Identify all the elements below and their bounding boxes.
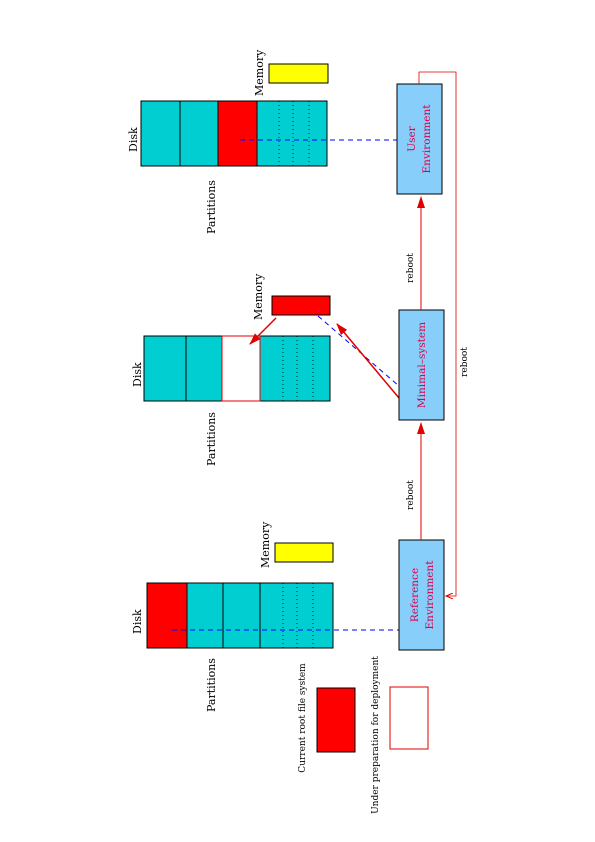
environment-box	[398, 309, 445, 421]
load-arrow	[336, 323, 400, 399]
reboot-loop-label: reboot	[460, 347, 470, 377]
environment-label-line1: Minimal–system	[416, 322, 428, 408]
disk-label: Disk	[127, 127, 140, 152]
legend-label-preparation: Under preparation for deployment	[371, 656, 381, 814]
disk	[146, 582, 334, 649]
partition-root-current	[217, 100, 258, 167]
environment-box	[396, 83, 443, 195]
partitions-label: Partitions	[205, 658, 218, 712]
environment-label-line1: Reference	[409, 568, 421, 622]
disk	[143, 335, 331, 402]
memory-block-active	[271, 295, 331, 316]
disk	[140, 100, 328, 167]
memory-label: Memory	[253, 49, 266, 96]
disk-label: Disk	[131, 609, 144, 634]
reboot-loop-arrow	[418, 71, 457, 596]
stage-user: Disk Partitions Memory User Environment	[127, 49, 443, 234]
stage-minimal: Disk Partitions Memory Minimal–system	[131, 273, 445, 466]
legend-label-current: Current root file system	[298, 663, 308, 773]
environment-label-line1: User	[406, 125, 418, 151]
disk-label: Disk	[131, 362, 144, 387]
memory-label: Memory	[252, 273, 265, 320]
partition-root-current-fill	[146, 582, 188, 649]
memory-block	[268, 63, 329, 84]
copy-arrow	[249, 317, 277, 345]
environment-label-line2: Environment	[421, 104, 433, 174]
legend-swatch-preparation	[389, 686, 429, 750]
legend: Current root file system Under preparati…	[298, 656, 429, 814]
partitions-label: Partitions	[205, 180, 218, 234]
transitions: reboot reboot reboot	[406, 71, 470, 596]
environment-box	[398, 539, 445, 651]
memory-label: Memory	[259, 521, 272, 568]
reboot-label-2: reboot	[406, 253, 416, 283]
reboot-label-1: reboot	[406, 480, 416, 510]
environment-label-line2: Environment	[424, 560, 436, 630]
stage-reference: Disk Partitions Memory Reference Environ…	[131, 521, 445, 712]
memory-block	[274, 542, 334, 563]
partitions-label: Partitions	[205, 412, 218, 466]
partition-under-preparation	[221, 335, 261, 402]
legend-swatch-current	[316, 687, 356, 753]
